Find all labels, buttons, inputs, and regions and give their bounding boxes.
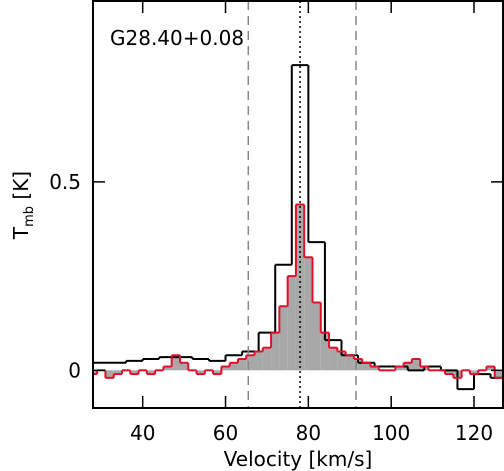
fill-bin: [320, 332, 330, 371]
y-tick-label: 0.5: [49, 170, 81, 194]
fill-bin: [146, 370, 156, 375]
x-tick-label: 80: [296, 421, 321, 445]
fill-bin: [353, 359, 363, 371]
fill-bin: [246, 355, 255, 371]
fill-bin: [179, 362, 189, 371]
fill-bin: [445, 370, 454, 375]
fill-bin: [337, 351, 346, 371]
fill-bin: [262, 347, 272, 371]
fill-bin: [130, 370, 139, 375]
fill-bin: [113, 370, 122, 375]
x-axis-label: Velocity [km/s]: [224, 447, 373, 471]
fill-bin: [171, 355, 180, 371]
fill-bin: [196, 370, 205, 375]
fill-bin: [93, 370, 98, 375]
plot-frame: [92, 0, 504, 409]
fill-bin: [229, 362, 238, 371]
fill-bin: [486, 366, 495, 371]
x-tick-label: 100: [372, 421, 410, 445]
fill-bin: [395, 366, 404, 371]
fill-bin: [304, 257, 313, 371]
fill-bin: [345, 355, 354, 371]
annotation: G28.40+0.08: [110, 26, 244, 50]
fill-bin: [271, 332, 280, 371]
fill-bin: [105, 370, 114, 378]
y-label-unit: [K]: [9, 171, 33, 206]
fill-bin: [237, 359, 247, 371]
fill-bin: [213, 370, 222, 375]
fill-bin: [312, 302, 321, 371]
x-tick-label: 60: [213, 421, 238, 445]
fill-bin: [163, 366, 172, 371]
fill-bin: [362, 362, 371, 371]
x-tick-label: 40: [130, 421, 155, 445]
fill-bin: [254, 351, 263, 371]
y-tick-label: 0: [68, 358, 81, 382]
fill-bin: [329, 347, 338, 371]
y-label-sub: mb: [22, 206, 37, 227]
fill-bin: [469, 370, 479, 375]
fill-bin: [411, 359, 421, 371]
fill-bin: [370, 366, 379, 371]
y-axis-label: Tmb [K]: [9, 171, 37, 240]
fill-bin: [279, 306, 288, 371]
fill-bin: [287, 276, 296, 371]
fill-bin: [221, 366, 230, 371]
x-tick-label: 120: [455, 421, 493, 445]
y-label-main: T: [9, 226, 33, 240]
fill-bin: [494, 370, 503, 378]
